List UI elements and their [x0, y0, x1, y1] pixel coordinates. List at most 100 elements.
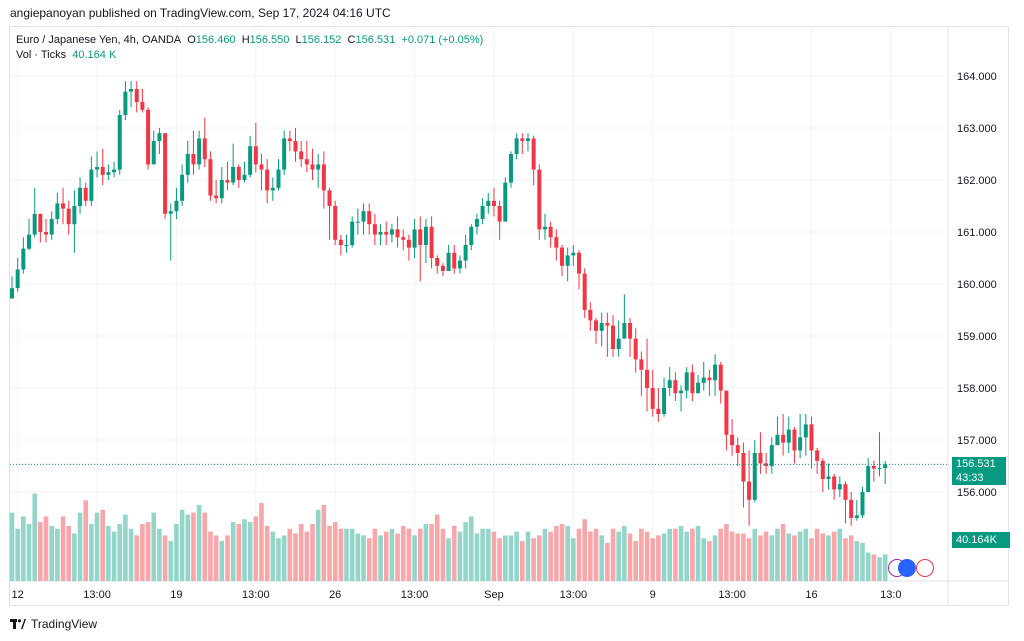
x-tick-label: 9: [650, 589, 656, 601]
candle-body: [333, 206, 338, 240]
tradingview-logo-icon: [10, 619, 26, 629]
candle-body: [673, 380, 678, 394]
candle-body: [293, 141, 298, 152]
candle-body: [55, 203, 60, 219]
candle-body: [577, 252, 581, 274]
candle-body: [809, 424, 814, 451]
candle-body: [15, 269, 20, 289]
candle-body: [469, 226, 474, 245]
candle-body: [83, 187, 88, 201]
news-event-icon[interactable]: [916, 559, 934, 577]
volume-bar: [117, 524, 123, 581]
published-caption: angiepanoyan published on TradingView.co…: [10, 6, 391, 20]
volume-bar: [332, 522, 338, 581]
candle-body: [140, 102, 145, 110]
candle-body: [452, 252, 457, 269]
chart-frame[interactable]: [9, 26, 1009, 606]
candle-body: [112, 169, 117, 173]
candle-body: [662, 388, 667, 414]
candle-body: [769, 445, 774, 466]
volume-bar: [344, 528, 349, 581]
volume-bar: [690, 528, 695, 581]
volume-bar: [712, 535, 718, 581]
volume-bar: [480, 528, 485, 581]
volume-bar: [32, 493, 37, 581]
candle-body: [786, 429, 791, 443]
volume-bar: [349, 528, 355, 581]
volume-bar: [707, 541, 712, 581]
volume-bar: [775, 528, 780, 581]
volume-bar: [406, 528, 412, 581]
footer-brand-label: TradingView: [31, 617, 98, 631]
candle-body: [622, 323, 627, 339]
candle-body: [718, 364, 723, 391]
candle-body: [106, 172, 111, 175]
volume-bar: [321, 505, 327, 581]
candle-body: [276, 169, 281, 188]
volume-bar: [865, 552, 871, 581]
volume-bar: [792, 535, 797, 581]
volume-bar: [837, 528, 843, 581]
volume-bar: [695, 525, 701, 581]
y-tick-label: 164.000: [957, 71, 997, 83]
volume-bar: [446, 538, 451, 581]
x-tick-label: Sep: [484, 589, 504, 601]
volume-bar: [497, 538, 502, 581]
y-tick-label: 156.000: [957, 487, 997, 499]
volume-bar: [661, 533, 667, 581]
volume-bar: [145, 522, 151, 581]
volume-legend[interactable]: Vol · Ticks 40.164 K: [16, 49, 116, 61]
candle-body: [282, 138, 287, 170]
footer-brand[interactable]: TradingView: [10, 617, 97, 631]
candle-body: [656, 408, 661, 414]
candle-body: [820, 460, 825, 479]
volume-bar: [298, 524, 304, 581]
candle-body: [299, 151, 304, 160]
volume-bar: [746, 538, 752, 581]
volume-bar: [565, 525, 570, 581]
volume-bar: [610, 528, 616, 581]
candle-body: [803, 424, 808, 438]
volume-bar: [253, 516, 259, 581]
symbol-legend[interactable]: Euro / Japanese Yen, 4h, OANDA O156.460 …: [16, 34, 483, 46]
candle-body: [775, 434, 780, 446]
volume-bar: [786, 533, 792, 581]
volume-bar: [83, 500, 89, 581]
candle-body: [588, 310, 593, 321]
candle-body: [327, 190, 332, 206]
volume-bar: [55, 528, 60, 581]
x-tick-label: 13:0: [880, 589, 901, 601]
candle-body: [701, 377, 706, 383]
volume-bar: [43, 516, 49, 581]
volume-bar: [264, 525, 270, 581]
volume-bar: [520, 541, 525, 581]
volume-bar: [372, 528, 378, 581]
volume-bar: [287, 528, 293, 581]
x-tick-label: 12: [12, 589, 24, 601]
volume-bar: [474, 533, 480, 581]
volume-bar: [514, 531, 519, 581]
volume-bar: [633, 541, 638, 581]
volume-bar: [361, 535, 366, 581]
volume-bar: [26, 524, 32, 581]
volume-bar: [724, 524, 729, 581]
volume-bar: [38, 522, 43, 581]
candle-body: [355, 221, 360, 223]
volume-bar: [826, 535, 831, 581]
volume-bar: [854, 541, 860, 581]
volume-bar: [656, 535, 661, 581]
volume-bar: [485, 528, 491, 581]
volume-bar: [678, 525, 684, 581]
candle-body: [713, 364, 718, 381]
high-label: H: [241, 34, 250, 46]
candle-body: [406, 239, 411, 248]
candle-body: [435, 258, 440, 266]
candle-body: [582, 273, 587, 310]
economic-event-icon[interactable]: [898, 559, 916, 577]
volume-bar: [230, 522, 236, 581]
candle-body: [639, 359, 644, 370]
candle-body: [628, 323, 633, 339]
close-value: 156.531: [355, 34, 396, 46]
volume-bar: [667, 528, 673, 581]
